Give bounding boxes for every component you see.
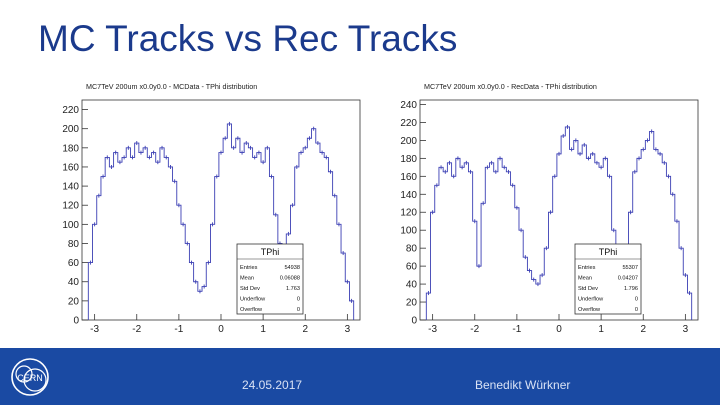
x-tick-label: -3 [90, 324, 99, 335]
chart-title: MC7TeV 200um x0.0y0.0 - RecData - TPhi d… [424, 82, 597, 91]
logo-text: CERN [17, 373, 43, 383]
y-tick-label: 0 [411, 316, 417, 327]
stats-value: 55307 [622, 265, 638, 271]
x-tick-label: 2 [640, 324, 646, 335]
y-tick-label: 80 [68, 239, 80, 250]
stats-value: 0.06088 [280, 276, 300, 282]
y-tick-label: 40 [406, 280, 418, 291]
x-tick-label: -3 [428, 324, 437, 335]
histogram-rec-svg: MC7TeV 200um x0.0y0.0 - RecData - TPhi d… [400, 82, 699, 335]
x-tick-label: -1 [174, 324, 183, 335]
histogram-mc-svg: MC7TeV 200um x0.0y0.0 - MCData - TPhi di… [62, 82, 361, 335]
cern-logo-icon: CERN [7, 356, 53, 403]
slide-title: MC Tracks vs Rec Tracks [38, 18, 458, 59]
stats-value: 1.796 [624, 286, 638, 292]
y-tick-label: 60 [68, 258, 80, 269]
stats-label: Overflow [578, 307, 601, 313]
stats-value: 0 [297, 297, 300, 303]
y-tick-label: 40 [68, 277, 80, 288]
stats-label: Mean [240, 276, 254, 282]
y-tick-label: 140 [62, 182, 79, 193]
y-tick-label: 0 [73, 316, 79, 327]
y-tick-label: 100 [400, 226, 417, 237]
footer-author: Benedikt Würkner [475, 378, 571, 392]
x-tick-label: 1 [598, 324, 604, 335]
x-tick-label: 3 [683, 324, 689, 335]
y-tick-label: 200 [62, 124, 79, 135]
stats-name: TPhi [599, 247, 618, 257]
y-tick-label: 20 [68, 296, 80, 307]
stats-label: Underflow [240, 297, 266, 303]
stats-label: Entries [240, 265, 258, 271]
y-tick-label: 100 [62, 220, 79, 231]
footer-date: 24.05.2017 [242, 378, 303, 392]
x-tick-label: 0 [218, 324, 224, 335]
x-tick-label: -1 [512, 324, 521, 335]
footer-bar: CERN 24.05.2017 Benedikt Würkner [0, 348, 720, 405]
y-tick-label: 20 [406, 298, 418, 309]
x-tick-label: -2 [470, 324, 479, 335]
stats-box [236, 243, 304, 315]
chart-title: MC7TeV 200um x0.0y0.0 - MCData - TPhi di… [86, 82, 257, 91]
stats-label: Std Dev [240, 286, 260, 292]
stats-label: Entries [578, 265, 596, 271]
y-tick-label: 180 [62, 143, 79, 154]
y-tick-label: 240 [400, 100, 417, 111]
stats-value: 0.04207 [618, 276, 638, 282]
stats-label: Std Dev [578, 286, 598, 292]
stats-value: 54938 [284, 265, 300, 271]
stats-label: Mean [578, 276, 592, 282]
y-tick-label: 80 [406, 244, 418, 255]
stats-name: TPhi [261, 247, 280, 257]
x-tick-label: 3 [345, 324, 351, 335]
y-tick-label: 160 [62, 162, 79, 173]
y-tick-label: 60 [406, 262, 418, 273]
stats-label: Overflow [240, 307, 263, 313]
x-tick-label: 0 [556, 324, 562, 335]
y-tick-label: 120 [400, 208, 417, 219]
x-tick-label: -2 [132, 324, 141, 335]
stats-label: Underflow [578, 297, 604, 303]
stats-value: 0 [297, 307, 300, 313]
plot-frame [81, 99, 361, 321]
y-tick-label: 220 [400, 118, 417, 129]
y-tick-label: 140 [400, 190, 417, 201]
histogram-rec-tracks: MC7TeV 200um x0.0y0.0 - RecData - TPhi d… [380, 72, 710, 342]
y-tick-label: 160 [400, 172, 417, 183]
x-tick-label: 2 [302, 324, 308, 335]
x-tick-label: 1 [260, 324, 266, 335]
stats-box [574, 243, 642, 315]
histogram-mc-tracks: MC7TeV 200um x0.0y0.0 - MCData - TPhi di… [42, 72, 372, 342]
histogram-series-line [425, 126, 693, 320]
y-tick-label: 180 [400, 154, 417, 165]
stats-value: 0 [635, 307, 638, 313]
y-tick-label: 220 [62, 105, 79, 116]
stats-value: 1.763 [286, 286, 300, 292]
y-tick-label: 200 [400, 136, 417, 147]
stats-value: 0 [635, 297, 638, 303]
y-tick-label: 120 [62, 201, 79, 212]
plot-frame [419, 99, 699, 321]
